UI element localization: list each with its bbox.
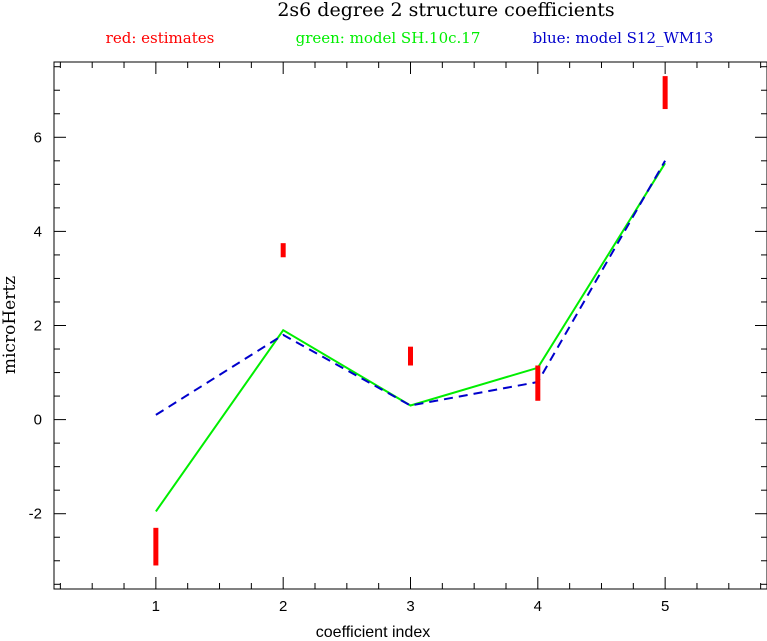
y-axis-label: microHertz: [0, 276, 20, 374]
series-line-green: [155, 162, 666, 512]
data-marks: [153, 76, 668, 566]
legend-model-blue: blue: model S12_WM13: [533, 29, 714, 47]
axis-ticks: [54, 62, 767, 589]
y-tick-label: 2: [34, 318, 42, 335]
legend-estimates: red: estimates: [106, 29, 215, 47]
x-tick-label: 5: [661, 598, 669, 615]
legend-model-green: green: model SH.10c.17: [296, 29, 481, 47]
x-axis-label: coefficient index: [316, 624, 430, 641]
x-tick-label: 3: [406, 598, 414, 615]
y-tick-label: -2: [29, 506, 42, 523]
x-tick-label: 4: [534, 598, 542, 615]
plot-frame: [53, 61, 767, 590]
y-tick-label: 6: [34, 129, 42, 146]
series-line-blue: [155, 160, 666, 416]
y-tick-label: 4: [34, 223, 42, 240]
y-tick-label: 0: [34, 412, 42, 429]
x-tick-label: 1: [152, 598, 160, 615]
chart-title: 2s6 degree 2 structure coefficients: [277, 0, 614, 21]
x-tick-label: 2: [279, 598, 287, 615]
tick-labels: 1 2 3 4 5 -2 0 2 4 6: [29, 129, 670, 615]
